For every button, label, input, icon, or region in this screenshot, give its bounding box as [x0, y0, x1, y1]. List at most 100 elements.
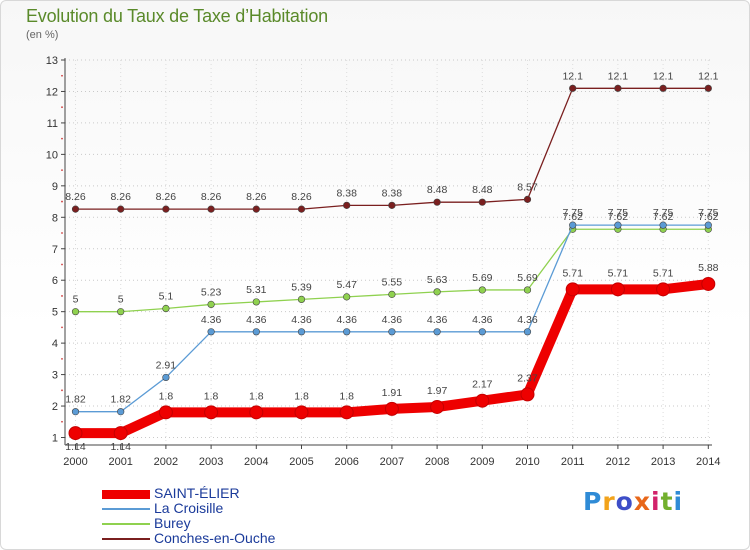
legend-swatch	[102, 508, 150, 510]
data-label-la-croisille: 7.75	[608, 207, 629, 219]
data-label-saint-lier: 5.71	[562, 267, 583, 279]
data-point-saint-lier	[384, 401, 399, 416]
legend-item: SAINT-ÉLIER	[102, 485, 362, 501]
data-label-conches-en-ouche: 12.1	[608, 70, 629, 82]
data-label-la-croisille: 4.36	[472, 314, 493, 326]
data-label-la-croisille: 2.91	[156, 359, 177, 371]
data-label-la-croisille: 1.82	[65, 394, 86, 406]
x-tick-label: 2005	[289, 456, 313, 468]
data-point-conches-en-ouche	[297, 205, 306, 213]
logo-letter: i	[673, 487, 684, 516]
data-label-conches-en-ouche: 8.26	[65, 191, 86, 203]
data-label-burey: 5.63	[427, 274, 448, 286]
data-label-la-croisille: 4.36	[336, 314, 357, 326]
data-point-la-croisille	[71, 408, 80, 416]
data-point-la-croisille	[297, 328, 306, 336]
x-tick-label: 2003	[199, 456, 223, 468]
data-point-saint-lier	[565, 282, 580, 297]
data-label-saint-lier: 1.8	[294, 390, 309, 402]
data-point-burey	[433, 288, 441, 296]
data-label-burey: 5.31	[246, 284, 267, 296]
x-tick-label: 2008	[425, 456, 449, 468]
data-label-burey: 5.69	[472, 272, 493, 284]
data-point-saint-lier	[294, 405, 309, 420]
legend-item: Conches-en-Ouche	[102, 530, 362, 546]
logo-letter: i	[651, 487, 661, 516]
data-point-la-croisille	[704, 221, 712, 229]
legend-swatch	[102, 489, 150, 499]
chart-title: Evolution du Taux de Taxe d’Habitation	[26, 6, 328, 26]
data-label-conches-en-ouche: 12.1	[653, 70, 674, 82]
data-point-la-croisille	[433, 328, 441, 336]
logo-letter: r	[602, 487, 616, 516]
data-label-conches-en-ouche: 8.48	[427, 184, 448, 196]
y-minor-tick	[61, 263, 63, 266]
y-minor-tick	[61, 74, 63, 77]
legend-label: SAINT-ÉLIER	[154, 485, 240, 501]
data-point-saint-lier	[204, 405, 219, 420]
y-tick-label: 8	[52, 212, 58, 224]
data-label-la-croisille: 7.75	[653, 207, 674, 219]
y-tick-label: 2	[52, 401, 58, 413]
data-label-saint-lier: 1.8	[339, 390, 354, 402]
legend-item: La Croisille	[102, 500, 362, 516]
data-label-burey: 5	[118, 294, 124, 306]
data-label-saint-lier: 1.14	[110, 441, 131, 453]
y-tick-label: 1	[52, 433, 58, 445]
x-tick-label: 2012	[606, 456, 630, 468]
data-point-conches-en-ouche	[207, 205, 215, 213]
data-point-saint-lier	[249, 405, 264, 420]
logo-letter: P	[583, 487, 603, 516]
data-point-conches-en-ouche	[343, 201, 351, 209]
data-point-la-croisille	[252, 328, 260, 336]
legend-label: Conches-en-Ouche	[154, 530, 276, 546]
data-label-conches-en-ouche: 8.57	[517, 181, 538, 193]
data-label-conches-en-ouche: 12.1	[698, 70, 719, 82]
data-point-saint-lier	[113, 426, 128, 441]
data-label-conches-en-ouche: 8.26	[291, 191, 312, 203]
x-tick-label: 2009	[470, 456, 494, 468]
data-label-saint-lier: 2.17	[472, 379, 493, 391]
legend-swatch	[102, 523, 150, 525]
data-point-conches-en-ouche	[478, 198, 486, 206]
data-point-burey	[478, 286, 486, 294]
data-point-burey	[71, 308, 80, 316]
data-point-conches-en-ouche	[252, 205, 260, 213]
data-point-burey	[207, 300, 215, 309]
data-point-conches-en-ouche	[71, 205, 80, 213]
data-point-saint-lier	[475, 393, 490, 408]
y-minor-tick	[61, 420, 63, 423]
data-point-burey	[297, 295, 306, 303]
data-point-burey	[388, 290, 396, 298]
x-tick-label: 2006	[334, 456, 358, 468]
data-label-la-croisille: 4.36	[291, 314, 312, 326]
data-label-la-croisille: 4.36	[382, 314, 403, 326]
data-point-saint-lier	[610, 282, 625, 297]
y-tick-label: 10	[46, 149, 58, 161]
data-point-la-croisille	[659, 221, 667, 229]
data-label-burey: 5.55	[382, 276, 403, 288]
data-label-conches-en-ouche: 12.1	[562, 70, 583, 82]
data-point-conches-en-ouche	[659, 84, 667, 92]
y-minor-tick	[61, 169, 63, 172]
data-point-la-croisille	[162, 373, 170, 382]
x-tick-label: 2014	[696, 456, 720, 468]
data-point-la-croisille	[207, 328, 215, 336]
x-tick-label: 2007	[380, 456, 404, 468]
y-minor-tick	[61, 200, 63, 203]
data-point-conches-en-ouche	[433, 198, 441, 206]
data-label-burey: 5	[73, 294, 79, 306]
data-point-conches-en-ouche	[614, 84, 622, 92]
chart-legend: SAINT-ÉLIER La Croisille Burey Conches-en-O…	[102, 485, 362, 546]
data-point-saint-lier	[430, 399, 445, 414]
x-tick-label: 2010	[515, 456, 539, 468]
y-tick-label: 4	[52, 338, 58, 350]
proxiti-logo: Proxiti	[583, 487, 683, 516]
data-label-saint-lier: 5.71	[653, 267, 674, 279]
data-point-saint-lier	[701, 276, 716, 291]
data-point-burey	[252, 298, 260, 306]
y-tick-label: 11	[47, 118, 58, 130]
legend-label: La Croisille	[154, 500, 224, 516]
data-point-la-croisille	[478, 328, 486, 336]
